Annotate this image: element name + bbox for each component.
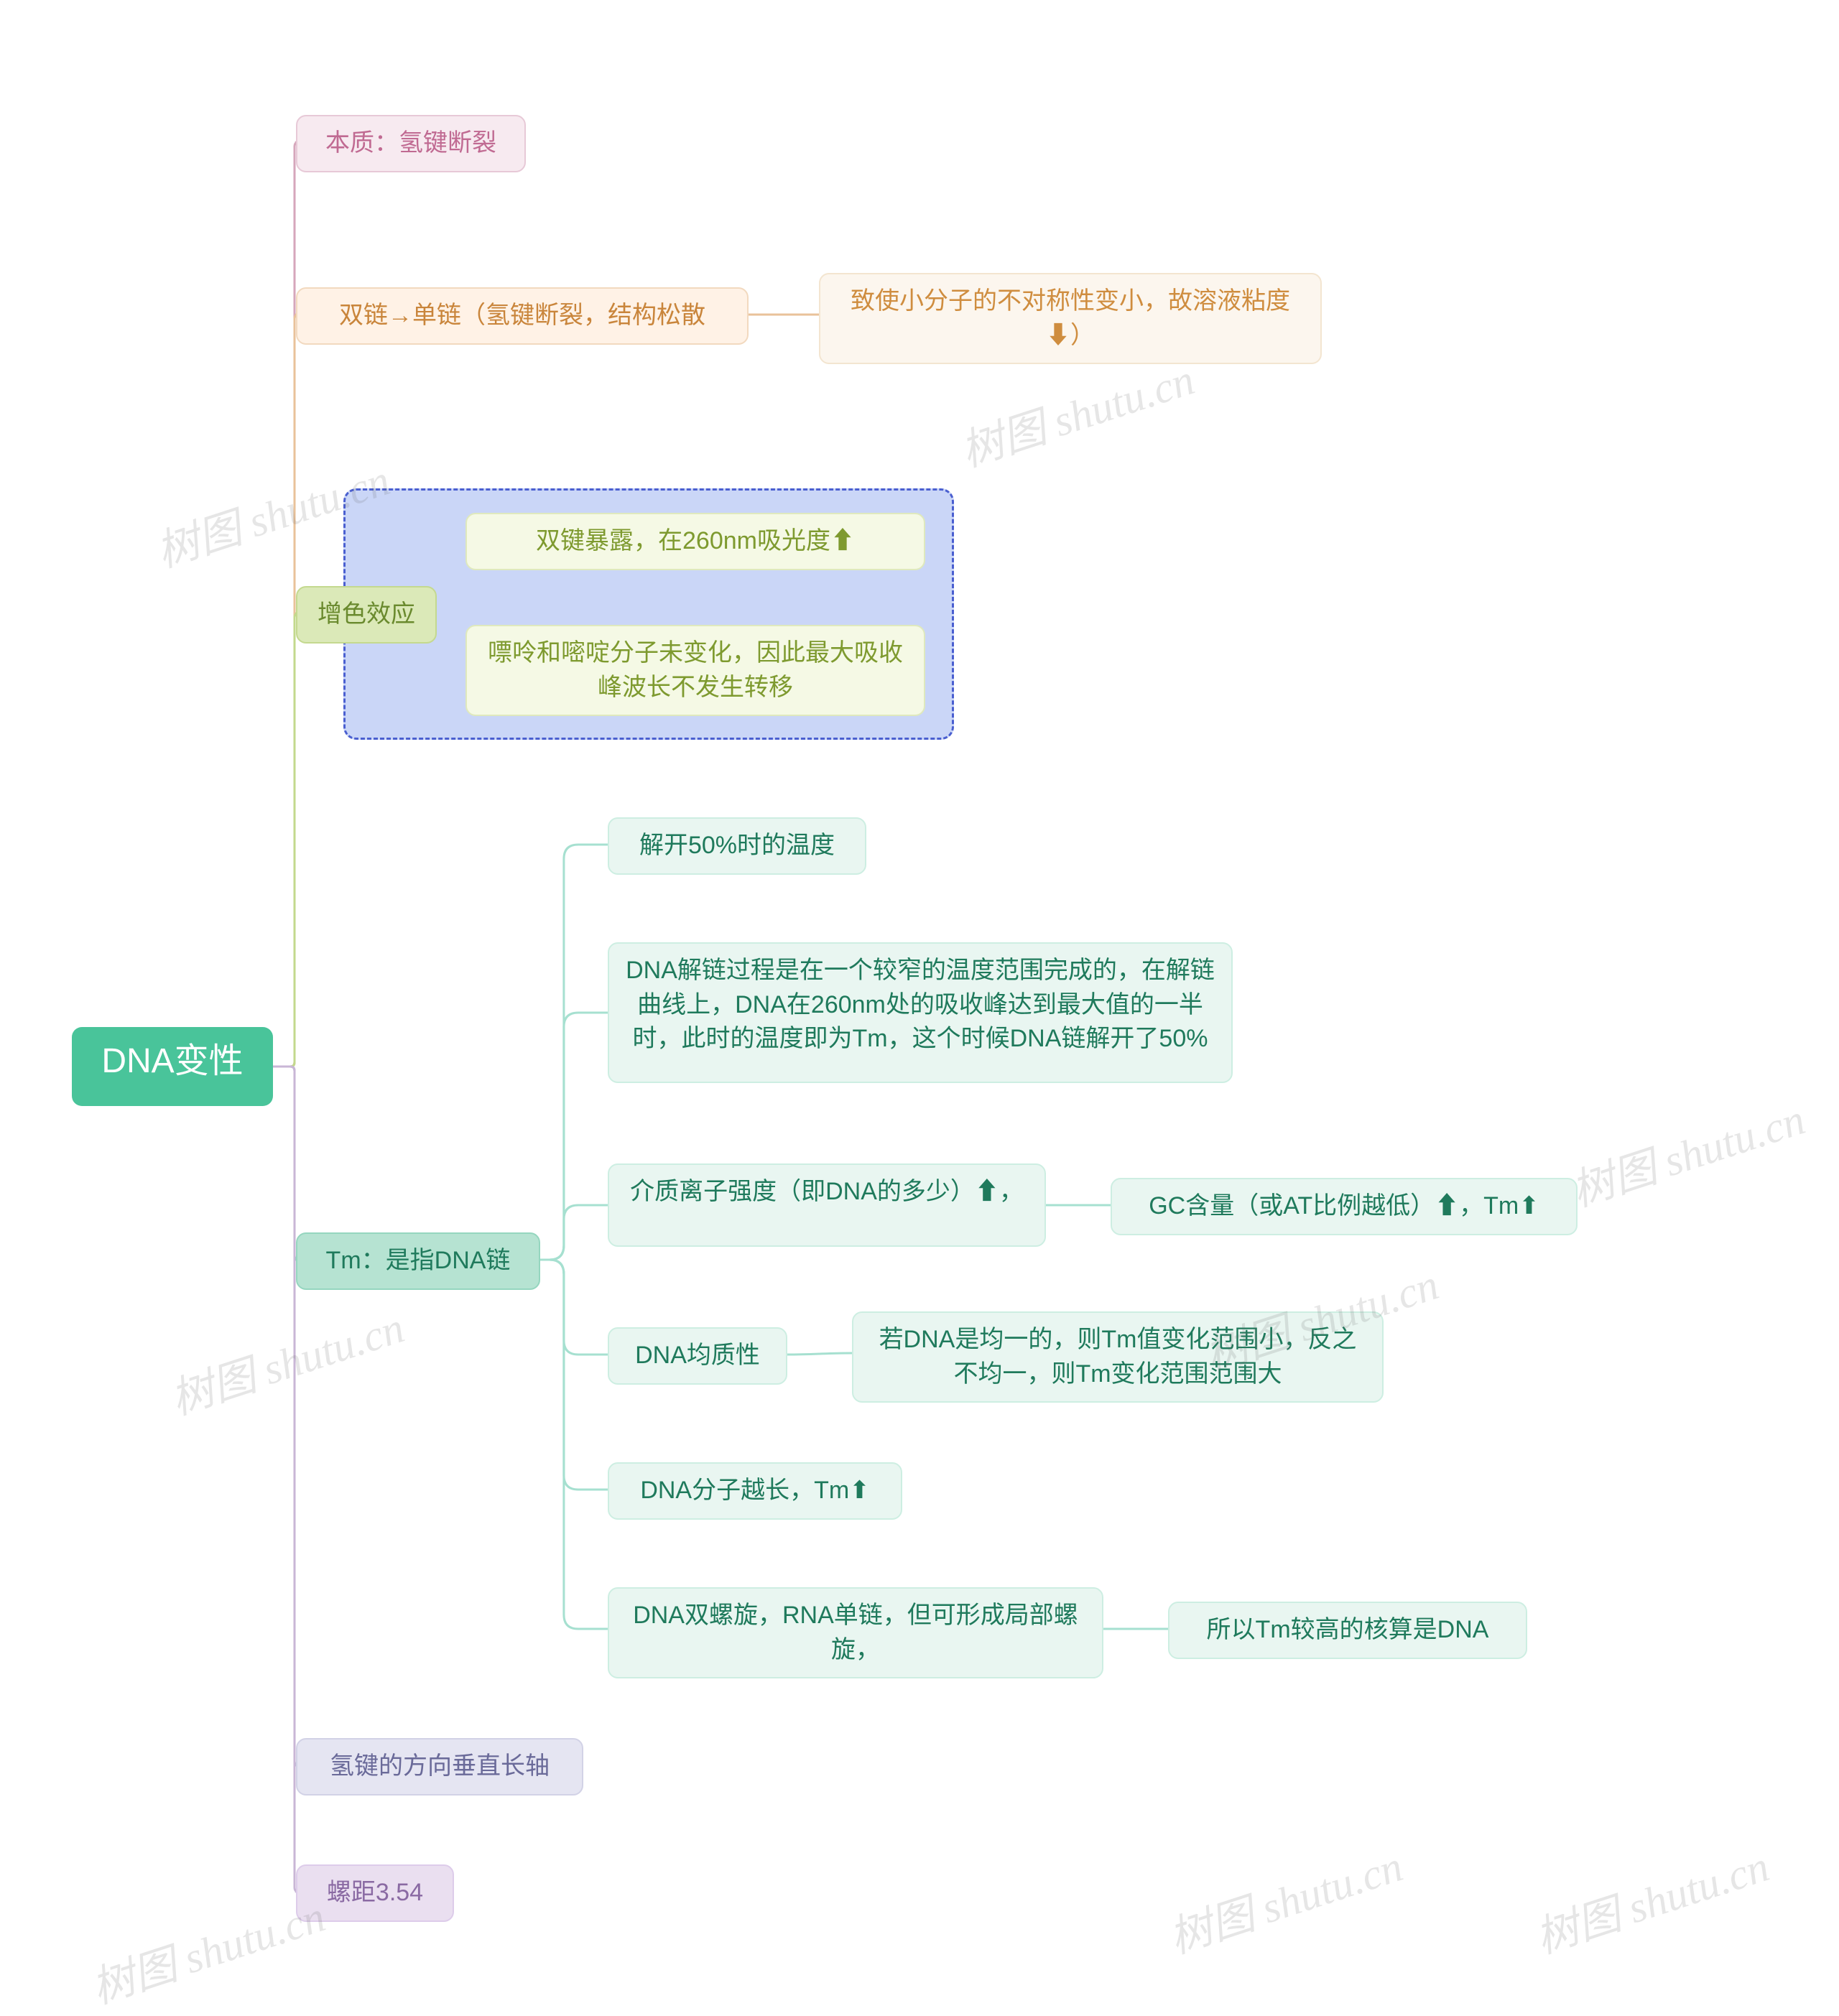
node-n2a: 致使小分子的不对称性变小，故溶液粘度⬇） xyxy=(819,273,1322,364)
edge-n4-n4a xyxy=(540,845,608,1260)
watermark: 树图 shutu.cn xyxy=(1562,1084,1812,1219)
edge-n4-n4f xyxy=(540,1260,608,1629)
node-n6: 螺距3.54 xyxy=(296,1864,454,1922)
edge-n4-n4e xyxy=(540,1260,608,1490)
edge-root-n2 xyxy=(273,315,299,1067)
node-n4: Tm：是指DNA链 xyxy=(296,1232,540,1290)
node-n4a: 解开50%时的温度 xyxy=(608,817,866,875)
watermark: 树图 shutu.cn xyxy=(1527,1831,1776,1966)
edge-n4-n4d xyxy=(540,1260,608,1355)
edge-n4-n4b xyxy=(540,1013,608,1260)
node-n4c1: GC含量（或AT比例越低）⬆，Tm⬆ xyxy=(1111,1178,1578,1235)
watermark: 树图 shutu.cn xyxy=(162,1293,411,1427)
node-n4c: 介质离子强度（即DNA的多少）⬆， xyxy=(608,1163,1046,1247)
watermark: 树图 shutu.cn xyxy=(952,345,1201,479)
node-n3a: 双键暴露，在260nm吸光度⬆ xyxy=(465,513,925,570)
node-n5: 氢键的方向垂直长轴 xyxy=(296,1738,583,1796)
node-n4b: DNA解链过程是在一个较窄的温度范围完成的，在解链曲线上，DNA在260nm处的… xyxy=(608,942,1233,1083)
node-n4e: DNA分子越长，Tm⬆ xyxy=(608,1462,902,1520)
node-n4d: DNA均质性 xyxy=(608,1327,787,1385)
edge-root-n1 xyxy=(273,142,299,1067)
node-n3b: 嘌呤和嘧啶分子未变化，因此最大吸收峰波长不发生转移 xyxy=(465,625,925,716)
node-n4f1: 所以Tm较高的核算是DNA xyxy=(1168,1602,1527,1659)
edge-root-n6 xyxy=(273,1067,299,1892)
mindmap-canvas: DNA变性 本质：氢键断裂双链→单链（氢键断裂，结构松散 致使小分子的不对称性变小，… xyxy=(0,0,1839,1955)
node-n2: 双链→单链（氢键断裂，结构松散 xyxy=(296,287,749,345)
watermark: 树图 shutu.cn xyxy=(83,1882,332,2016)
edge-root-n3 xyxy=(273,613,299,1067)
edge-n4d-n4d1 xyxy=(787,1353,852,1355)
edge-n4-n4c xyxy=(540,1205,608,1260)
node-n4d1: 若DNA是均一的，则Tm值变化范围小，反之不均一，则Tm变化范围范围大 xyxy=(852,1311,1384,1403)
watermark: 树图 shutu.cn xyxy=(1160,1831,1409,1966)
edge-root-n5 xyxy=(273,1067,299,1765)
node-n3: 增色效应 xyxy=(296,586,437,644)
node-root: DNA变性 xyxy=(72,1027,273,1106)
node-n1: 本质：氢键断裂 xyxy=(296,115,526,172)
edge-root-n4 xyxy=(273,1067,299,1260)
node-n4f: DNA双螺旋，RNA单链，但可形成局部螺旋， xyxy=(608,1587,1103,1678)
